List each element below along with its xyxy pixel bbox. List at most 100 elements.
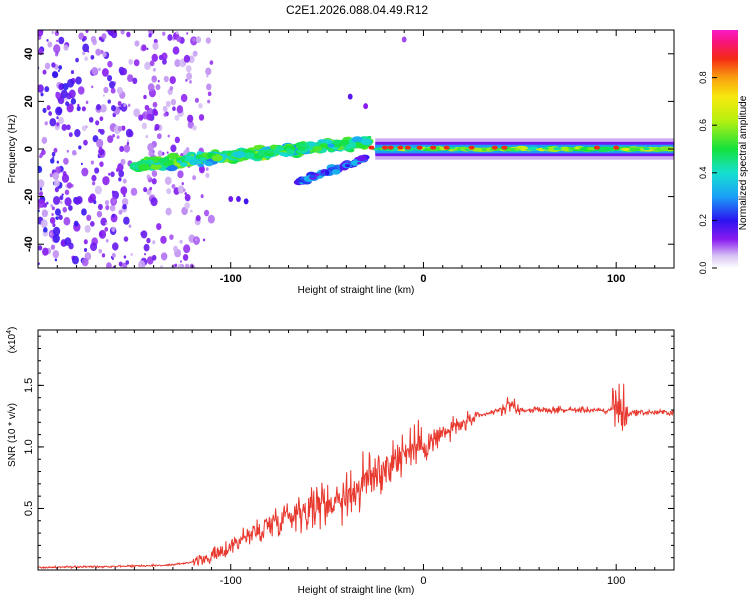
spectrogram-noise-point [63, 217, 71, 226]
spectrogram-noise-point [94, 185, 102, 195]
spectrogram-x-axis-label: Height of straight line (km) [298, 285, 415, 296]
spectrogram-noise-point [183, 244, 191, 254]
spectrogram-noise-point [78, 145, 82, 150]
spectrogram-noise-point [170, 98, 177, 106]
spectrogram-noise-point [118, 177, 122, 182]
spectrogram-branch-point [297, 179, 303, 183]
spectrogram-noise-point [38, 166, 41, 171]
spectrogram-peak-point [381, 145, 388, 150]
spectrogram-peak-point [405, 145, 412, 150]
spectrogram-noise-point [184, 193, 191, 202]
spectrogram-marks [38, 30, 674, 268]
spectrogram-noise-point [102, 176, 110, 186]
spectrogram-noise-point [176, 105, 184, 114]
spectrogram-noise-point [56, 39, 59, 43]
spectrogram-noise-point [122, 262, 127, 268]
spectrogram-noise-point [126, 31, 131, 38]
spectrogram-noise-point [110, 105, 116, 112]
spectrogram-noise-point [120, 186, 128, 195]
spectrogram-noise-point [38, 30, 44, 37]
spectrogram-noise-point [186, 72, 193, 80]
spectrogram-noise-point [116, 86, 123, 95]
spectrogram-trace-point [197, 163, 204, 168]
spectrogram-noise-point [54, 30, 60, 37]
spectrogram-noise-point [46, 105, 51, 111]
spectrogram-noise-point [88, 116, 94, 123]
spectrogram-branch-point [309, 174, 316, 179]
spectrogram-noise-point [125, 260, 130, 265]
spectrogram-noise-point [91, 85, 94, 89]
spectrogram-outlier-point [228, 195, 234, 202]
spectrogram-noise-point [174, 136, 180, 144]
spectrogram-noise-point [112, 265, 116, 268]
spectrogram-branch-point [356, 155, 368, 162]
colorbar-ticks: 0.0 0.2 0.4 0.6 0.8 [698, 71, 717, 274]
spectrogram-noise-point [149, 60, 155, 67]
spectrogram-noise-point [68, 89, 76, 99]
spectrogram-trace-point [165, 164, 178, 172]
spectrogram-noise-point [128, 224, 132, 228]
snr-scale-close: ) [7, 327, 18, 330]
spectrogram-noise-point [151, 53, 158, 62]
spectrogram-noise-point [170, 144, 177, 153]
snr-y-tick-label: 1.0 [23, 439, 35, 454]
spectrogram-noise-point [133, 59, 140, 67]
spectrogram-noise-point [61, 193, 64, 197]
spectrogram-noise-point [171, 184, 176, 189]
spectrogram-noise-point [86, 214, 92, 221]
spectrogram-outlier-point [401, 36, 407, 43]
spectrogram-noise-point [78, 32, 85, 40]
spectrogram-stable-point [586, 147, 596, 151]
spectrogram-noise-point [38, 179, 45, 189]
spectrogram-noise-point [49, 232, 53, 236]
spectrogram-stable-point [553, 147, 562, 151]
snr-x-ticks: -100 0 100 [56, 330, 675, 587]
spectrogram-noise-point [81, 125, 87, 132]
spectrogram-noise-point [90, 54, 95, 60]
spectrogram-noise-point [195, 36, 202, 44]
spectrogram-noise-point [90, 35, 97, 43]
spectrogram-noise-point [92, 181, 96, 186]
spectrogram-noise-point [110, 87, 116, 94]
spectrogram-outlier-point [324, 169, 330, 176]
spectrogram-noise-point [179, 239, 183, 244]
spectrogram-noise-point [192, 50, 198, 57]
spectrogram-noise-point [180, 93, 188, 103]
spectrogram-noise-point [55, 106, 63, 116]
snr-panel: -100 0 100 0.5 1.0 1.5 Height of straight li… [6, 327, 675, 596]
spectrogram-peak-point [430, 145, 437, 150]
spectrogram-noise-point [44, 121, 48, 126]
spectrogram-noise-point [162, 105, 168, 112]
spectrogram-noise-point [99, 161, 104, 167]
spectrogram-noise-point [194, 97, 199, 103]
spectrogram-noise-point [169, 76, 176, 85]
spectrogram-peak-point [443, 145, 450, 150]
spectrogram-noise-point [66, 182, 73, 189]
spectrogram-noise-point [130, 253, 133, 256]
spectrogram-noise-point [70, 70, 75, 75]
spectrogram-noise-point [94, 167, 100, 174]
spectrogram-noise-point [155, 84, 161, 91]
spectrogram-noise-point [130, 187, 138, 196]
colorbar-tick-label: 0.6 [698, 119, 708, 132]
spectrogram-noise-point [186, 32, 189, 35]
spectrogram-noise-point [58, 36, 65, 45]
spectrogram-noise-point [40, 92, 44, 97]
spectrogram-noise-point [182, 188, 186, 192]
spectrogram-trace-point [196, 151, 204, 155]
spectrogram-noise-point [121, 67, 128, 76]
spectrogram-noise-point [152, 101, 158, 108]
spectrogram-noise-point [90, 242, 98, 252]
spectrogram-noise-point [198, 166, 205, 174]
spectrogram-noise-point [55, 166, 62, 174]
spectrogram-trace-point [275, 145, 285, 152]
spectrogram-stable-point [660, 146, 672, 151]
spectrogram-outlier-point [363, 103, 369, 110]
spectrogram-peak-point [468, 145, 475, 150]
spectrogram-noise-point [50, 158, 55, 164]
spectrogram-noise-point [122, 203, 127, 210]
spectrogram-noise-point [149, 186, 153, 191]
spectrogram-trace-point [177, 160, 182, 164]
spectrogram-noise-point [125, 128, 133, 138]
spectrogram-noise-point [106, 262, 112, 268]
